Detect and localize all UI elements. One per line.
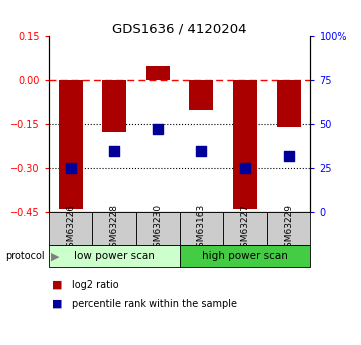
Bar (233, 80, 257, 209)
Point (68, 166, 73, 171)
Point (155, 127, 161, 132)
Point (286, 153, 292, 159)
Bar (58, 80, 83, 209)
Text: protocol: protocol (5, 251, 45, 261)
Point (111, 148, 117, 153)
Bar (102, 80, 126, 131)
Text: ▶: ▶ (51, 251, 59, 261)
Bar (49, 245, 179, 267)
Bar (136, 212, 179, 245)
Text: ■: ■ (52, 280, 63, 289)
Text: GSM63163: GSM63163 (197, 204, 206, 253)
Text: low power scan: low power scan (74, 251, 155, 261)
Bar (190, 80, 213, 110)
Text: percentile rank within the sample: percentile rank within the sample (72, 299, 237, 308)
Text: GSM63227: GSM63227 (240, 204, 249, 253)
Text: GSM63226: GSM63226 (66, 204, 75, 253)
Text: high power scan: high power scan (202, 251, 288, 261)
Text: ■: ■ (52, 299, 63, 308)
Bar (267, 212, 310, 245)
Text: GSM63228: GSM63228 (110, 204, 119, 253)
Bar (179, 212, 223, 245)
Title: GDS1636 / 4120204: GDS1636 / 4120204 (112, 22, 247, 35)
Text: GSM63229: GSM63229 (284, 204, 293, 253)
Bar (146, 66, 170, 80)
Text: log2 ratio: log2 ratio (72, 280, 119, 289)
Bar (92, 212, 136, 245)
Text: GSM63230: GSM63230 (153, 204, 162, 253)
Point (199, 148, 204, 153)
Bar (49, 212, 92, 245)
Point (242, 166, 248, 171)
Bar (277, 80, 301, 127)
Bar (223, 212, 267, 245)
Bar (179, 245, 310, 267)
